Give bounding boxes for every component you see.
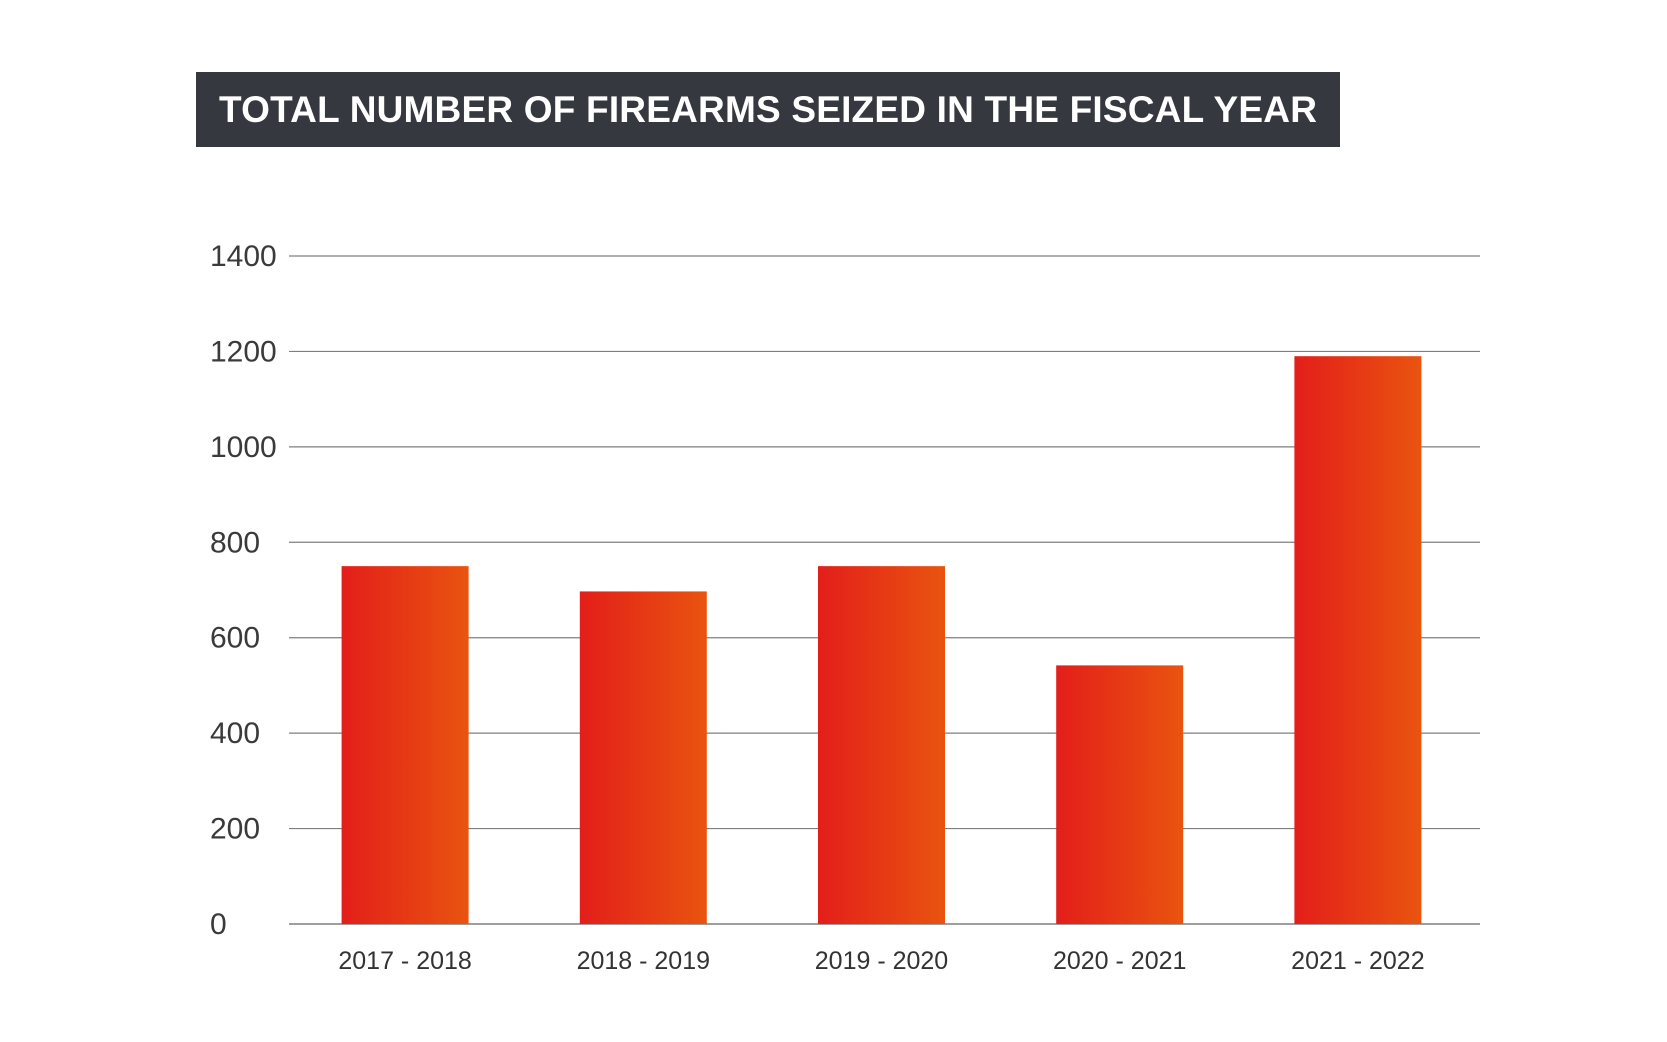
y-tick-label: 1000 <box>210 431 277 464</box>
y-axis-ticks: 0 200 400 600 800 1000 1200 1400 <box>210 240 277 941</box>
x-category-label: 2020 - 2021 <box>1053 947 1186 975</box>
y-tick-label: 800 <box>210 526 260 559</box>
bar-2020-2021 <box>1056 665 1184 924</box>
x-category-label: 2017 - 2018 <box>338 947 471 975</box>
chart-title: TOTAL NUMBER OF FIREARMS SEIZED IN THE F… <box>219 88 1318 130</box>
gridlines <box>289 255 1480 925</box>
chart-title-banner: TOTAL NUMBER OF FIREARMS SEIZED IN THE F… <box>196 72 1340 147</box>
y-tick-label: 400 <box>210 717 260 750</box>
x-axis-labels: 2017 - 2018 2018 - 2019 2019 - 2020 2020 - … <box>338 947 1424 975</box>
y-tick-label: 600 <box>210 622 260 655</box>
y-tick-label: 0 <box>210 908 227 941</box>
y-tick-label: 1400 <box>210 240 277 273</box>
y-tick-label: 1200 <box>210 335 277 368</box>
x-category-label: 2019 - 2020 <box>815 947 948 975</box>
x-category-label: 2021 - 2022 <box>1291 947 1424 975</box>
bar-2021-2022 <box>1294 356 1422 924</box>
bar-2017-2018 <box>341 566 469 924</box>
bars <box>341 356 1422 924</box>
bar-2019-2020 <box>818 566 945 924</box>
bar-2018-2019 <box>579 591 707 924</box>
y-tick-label: 200 <box>210 813 260 846</box>
x-category-label: 2018 - 2019 <box>577 947 710 975</box>
